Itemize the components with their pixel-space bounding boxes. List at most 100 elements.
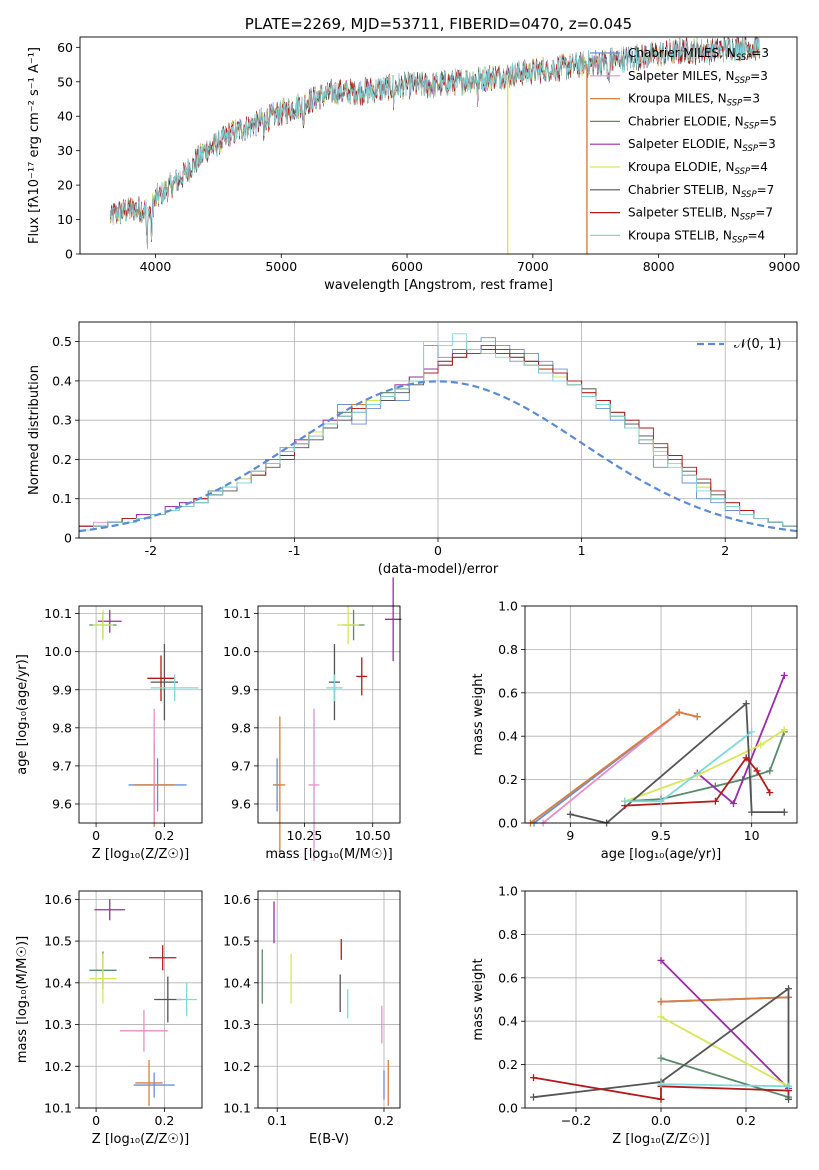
y-axis-label: Flux [fλ10⁻¹⁷ erg cm⁻² s⁻¹ A⁻¹] [27, 47, 42, 244]
y-tick-label: 10.0 [223, 644, 251, 659]
y-tick-label: 9.6 [231, 796, 251, 811]
x-tick-label: 0.2 [374, 1113, 394, 1128]
panel-6: 0.1 0.2 10.1 10.2 10.3 10.4 10.5 10.6 E(B-V) [223, 890, 401, 1147]
x-tick-label: 0 [92, 828, 100, 843]
weight-marker [657, 1080, 665, 1088]
legend-label: Salpeter ELODIE, N [628, 137, 742, 151]
legend-entry: Kroupa MILES, NSSP=3 [628, 92, 760, 109]
legend-entry: Salpeter ELODIE, NSSP=3 [628, 137, 776, 154]
axes-frame [257, 605, 401, 824]
spectra [109, 37, 760, 254]
legend-count: =4 [748, 228, 766, 242]
x-axis-label: wavelength [Angstrom, rest frame] [324, 278, 553, 293]
x-tick-label: 2 [721, 543, 729, 558]
legend-count: =7 [755, 206, 773, 220]
weight-marker [742, 754, 750, 762]
legend-subscript: SSP [735, 76, 751, 86]
y-tick-label: 10.1 [223, 606, 251, 621]
weight-marker [780, 808, 788, 816]
weight-marker [766, 789, 774, 797]
y-tick-label: 1.0 [498, 884, 518, 899]
x-tick-label: 10.50 [355, 828, 391, 843]
x-tick-label: 0.2 [154, 1113, 174, 1128]
x-axis-label: E(B-V) [309, 1132, 349, 1147]
legend-label: Chabrier MILES, N [628, 46, 736, 60]
panel-2: 0 0.2 9.6 9.7 9.8 9.9 10.0 10.1 Z [log₁₀(Z/Z☉)] a… [15, 605, 203, 862]
x-tick-label: −0.2 [561, 1113, 591, 1128]
y-tick-label: 0.4 [52, 373, 72, 388]
legend-count: =4 [750, 160, 768, 174]
weight-marker [757, 741, 765, 749]
y-tick-label: 9.7 [52, 758, 72, 773]
weight-marker [748, 808, 756, 816]
gaussian-curve [79, 380, 797, 533]
y-tick-label: 0.6 [498, 970, 518, 985]
x-tick-label: 9.5 [651, 828, 671, 843]
x-tick-label: 9000 [769, 259, 801, 274]
x-axis-label: Z [log₁₀(Z/Z☉)] [92, 847, 189, 862]
weight-marker [753, 767, 761, 775]
x-axis-label: age [log₁₀(age/yr)] [601, 847, 722, 862]
y-tick-label: 10.0 [44, 644, 72, 659]
x-axis-label: mass [log₁₀(M/M☉)] [265, 847, 392, 862]
weight-marker [742, 700, 750, 708]
y-tick-label: 10.6 [223, 892, 251, 907]
weight-marker [657, 956, 665, 964]
legend-entry: Chabrier STELIB, NSSP=7 [628, 183, 774, 200]
x-tick-label: 4000 [140, 259, 172, 274]
axes-frame [524, 605, 798, 824]
panel-4: 9 9.5 10 0.0 0.2 0.4 0.6 0.8 1.0 age [log₁₀(age/y… [471, 599, 798, 862]
x-tick-label: 5000 [265, 259, 297, 274]
x-axis-label: Z [log₁₀(Z/Z☉)] [612, 1132, 709, 1147]
legend-subscript: SSP [732, 235, 748, 245]
y-tick-label: 50 [57, 74, 73, 89]
y-tick-label: 0.8 [498, 927, 518, 942]
legend-subscript: SSP [742, 144, 758, 154]
panel-1: -2 -1 0 1 2 0 0.1 0.2 0.3 0.4 0.5 (data-model)/erro… [27, 321, 798, 577]
y-tick-label: 10.4 [223, 975, 251, 990]
legend-count: =7 [757, 183, 775, 197]
weight-line [570, 701, 785, 824]
y-tick-label: 10.1 [44, 606, 72, 621]
x-tick-label: 0.2 [154, 828, 174, 843]
y-tick-label: 10.4 [44, 975, 72, 990]
y-tick-label: 9.8 [231, 720, 251, 735]
weight-marker [530, 1093, 537, 1101]
weight-line [624, 728, 785, 803]
legend-entry: Salpeter STELIB, NSSP=7 [628, 206, 773, 223]
weight-line [542, 711, 698, 824]
x-tick-label: 10 [744, 828, 760, 843]
y-tick-label: 0.8 [498, 642, 518, 657]
x-tick-label: 0 [92, 1113, 100, 1128]
weight-marker [621, 797, 629, 805]
y-tick-label: 1.0 [498, 599, 518, 614]
legend-subscript: SSP [735, 167, 751, 177]
y-tick-label: 10.2 [44, 1059, 72, 1074]
x-tick-label: 0 [434, 543, 442, 558]
weight-marker [780, 671, 788, 679]
y-axis-label: mass weight [471, 958, 486, 1040]
y-tick-label: 0.5 [52, 334, 72, 349]
x-tick-label: 7000 [517, 259, 549, 274]
legend-entry: Chabrier ELODIE, NSSP=5 [628, 114, 777, 131]
axes-frame [79, 36, 798, 255]
chart-title: PLATE=2269, MJD=53711, FIBERID=0470, z=0… [245, 15, 632, 33]
y-tick-label: 10.3 [44, 1017, 72, 1032]
panel-5: 0 0.2 10.1 10.2 10.3 10.4 10.5 10.6 Z [log₁₀(Z/Z… [15, 890, 203, 1147]
y-tick-label: 9.9 [231, 682, 251, 697]
y-tick-label: 9.8 [52, 720, 72, 735]
legend-label: Chabrier STELIB, N [628, 183, 741, 197]
weight-marker [785, 1095, 792, 1103]
legend-entry: Kroupa ELODIE, NSSP=4 [628, 160, 768, 177]
y-tick-label: 9.6 [52, 796, 72, 811]
weight-marker [530, 1074, 537, 1082]
weight-line [660, 1083, 789, 1088]
y-tick-label: 30 [57, 143, 73, 158]
legend-subscript: SSP [736, 53, 752, 63]
y-tick-label: 10.2 [223, 1059, 251, 1074]
x-tick-label: 9 [566, 828, 574, 843]
y-axis-label: mass weight [471, 673, 486, 755]
x-tick-label: 0.2 [736, 1113, 756, 1128]
y-tick-label: 9.9 [52, 682, 72, 697]
